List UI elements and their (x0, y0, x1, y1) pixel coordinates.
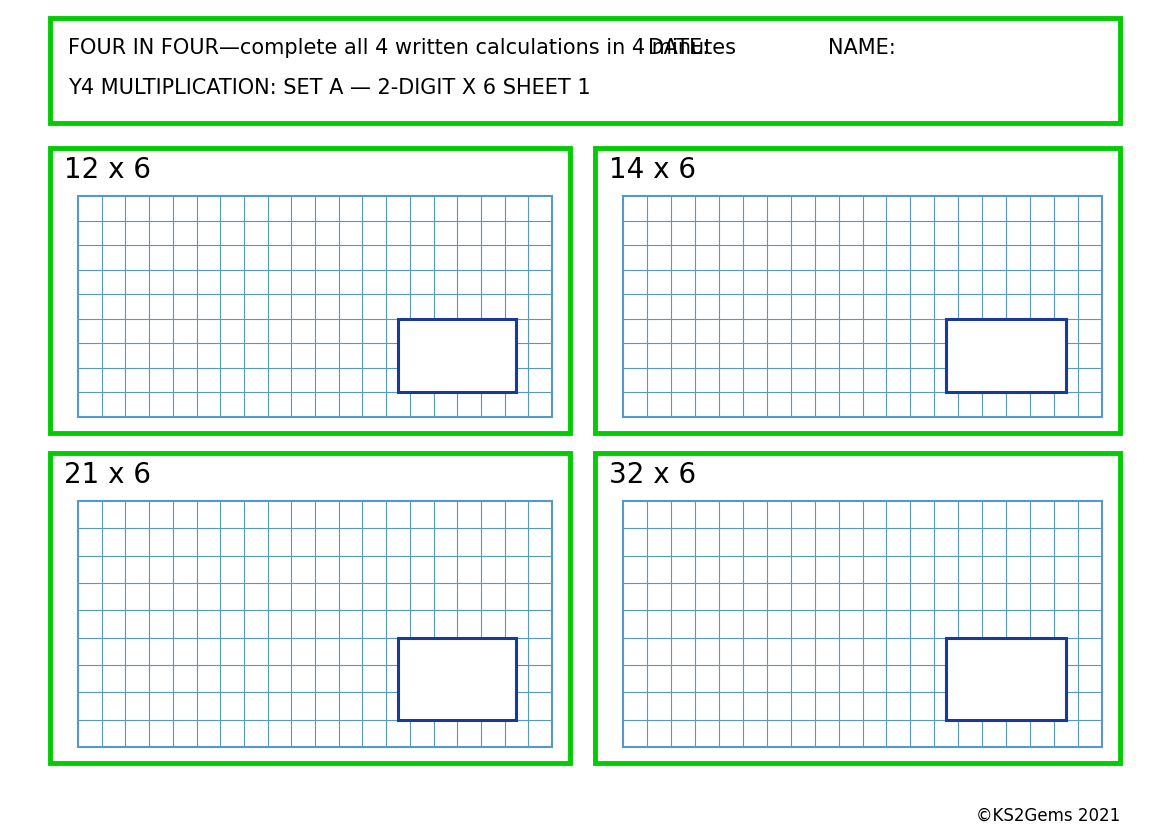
Bar (596, 148, 1120, 433)
Text: Y4 MULTIPLICATION: SET A — 2-DIGIT X 6 SHEET 1: Y4 MULTIPLICATION: SET A — 2-DIGIT X 6 S… (68, 78, 591, 98)
Text: ©KS2Gems 2021: ©KS2Gems 2021 (976, 807, 1120, 825)
Text: FOUR IN FOUR—complete all 4 written calculations in 4 minutes: FOUR IN FOUR—complete all 4 written calc… (68, 38, 736, 58)
Bar (50, 18, 1120, 123)
Bar (78, 196, 552, 417)
Bar (78, 501, 552, 747)
Bar (622, 501, 1102, 747)
Bar (947, 638, 1066, 719)
Bar (398, 318, 516, 393)
Bar (398, 638, 516, 719)
Text: 14 x 6: 14 x 6 (610, 156, 696, 184)
Bar (622, 196, 1102, 417)
Bar (50, 148, 570, 433)
Bar (596, 453, 1120, 763)
Bar (947, 318, 1066, 393)
Text: 32 x 6: 32 x 6 (610, 461, 696, 489)
Text: 21 x 6: 21 x 6 (64, 461, 151, 489)
Text: NAME:: NAME: (828, 38, 896, 58)
Text: DATE:: DATE: (648, 38, 709, 58)
Text: 12 x 6: 12 x 6 (64, 156, 151, 184)
Bar (50, 453, 570, 763)
